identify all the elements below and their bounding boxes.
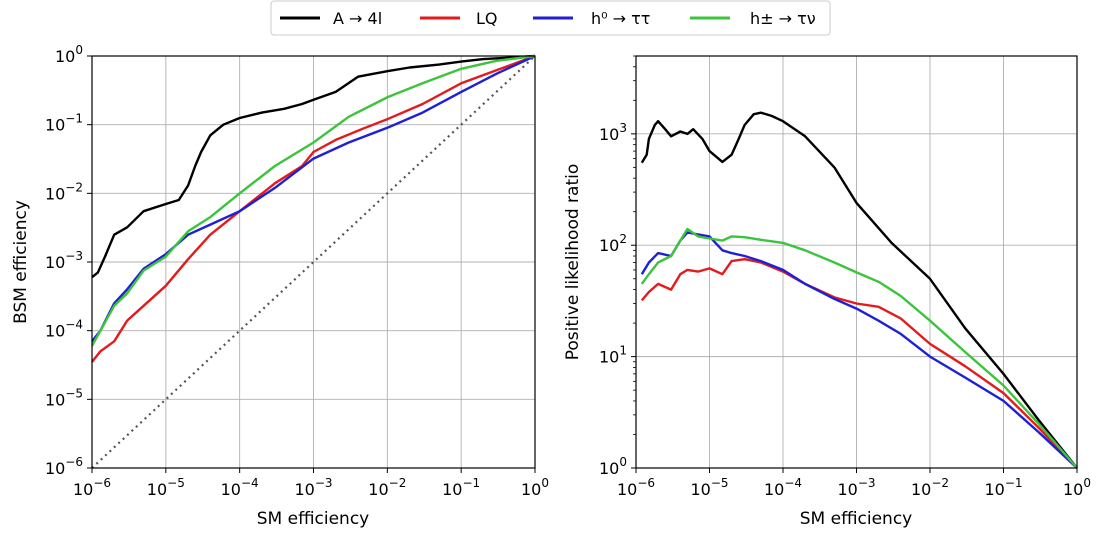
series-line-0 [640, 111, 1078, 469]
x-tick-label: 10−6 [617, 476, 655, 499]
right-series [640, 111, 1078, 469]
y-tick-label: 10−1 [45, 112, 83, 135]
left-ticks: 10−6 10−5 10−4 10−3 10−2 10−1 100 10−6 10−5 10−4 1… [45, 43, 549, 499]
x-tick-label: 10−5 [147, 476, 185, 499]
x-tick-label: 10−2 [911, 476, 949, 499]
y-tick-label: 103 [599, 121, 627, 144]
legend: A → 4l LQ h⁰ → ττ h± → τν [270, 0, 831, 36]
y-tick-label: 10−3 [45, 249, 83, 272]
x-tick-label: 10−3 [294, 476, 332, 499]
x-tick-label: 10−4 [764, 476, 802, 499]
right-ticks: 10−6 10−5 10−4 10−3 10−2 10−1 100 100 101 102 103 [599, 55, 1091, 499]
y-tick-label: 10−5 [45, 386, 83, 409]
x-tick-label: 100 [521, 476, 549, 499]
y-tick-label: 100 [55, 43, 83, 66]
right-y-axis-label: Positive likelihood ratio [563, 164, 583, 361]
legend-label-0: A → 4l [333, 9, 382, 28]
y-tick-label: 10−4 [45, 318, 83, 341]
y-tick-label: 10−2 [45, 180, 83, 203]
series-line-1 [640, 258, 1078, 469]
x-tick-label: 10−3 [837, 476, 875, 499]
x-tick-label: 10−6 [73, 476, 111, 499]
x-tick-label: 10−1 [984, 476, 1022, 499]
right-panel: 10−6 10−5 10−4 10−3 10−2 10−1 100100101102103 … [563, 55, 1091, 529]
legend-label-2: h⁰ → ττ [591, 9, 650, 28]
x-tick-label: 10−4 [221, 476, 259, 499]
y-tick-label: 100 [599, 455, 627, 478]
legend-label-1: LQ [476, 9, 498, 28]
series-line-0 [91, 54, 536, 279]
series-line-3 [640, 227, 1078, 469]
left-y-axis-label: BSM efficiency [11, 200, 31, 324]
series-line-3 [90, 54, 536, 347]
x-tick-label: 10−5 [690, 476, 728, 499]
series-line-2 [91, 54, 536, 343]
left-x-axis-label: SM efficiency [257, 509, 369, 529]
series-line-2 [640, 231, 1078, 469]
left-panel: 10−6 10−5 10−4 10−3 10−2 10−1 100 10−6 10−5 10−4 1… [11, 43, 549, 529]
x-tick-label: 10−2 [368, 476, 406, 499]
right-x-axis-label: SM efficiency [800, 509, 912, 529]
diagonal-reference-line [91, 55, 536, 469]
y-tick-label: 102 [599, 232, 627, 255]
x-tick-label: 100 [1063, 476, 1091, 499]
y-tick-label: 101 [599, 344, 627, 367]
legend-label-3: h± → τν [750, 9, 816, 28]
x-tick-label: 10−1 [442, 476, 480, 499]
left-series [90, 54, 536, 469]
y-tick-label: 10−6 [45, 455, 83, 478]
series-line-1 [91, 54, 536, 363]
